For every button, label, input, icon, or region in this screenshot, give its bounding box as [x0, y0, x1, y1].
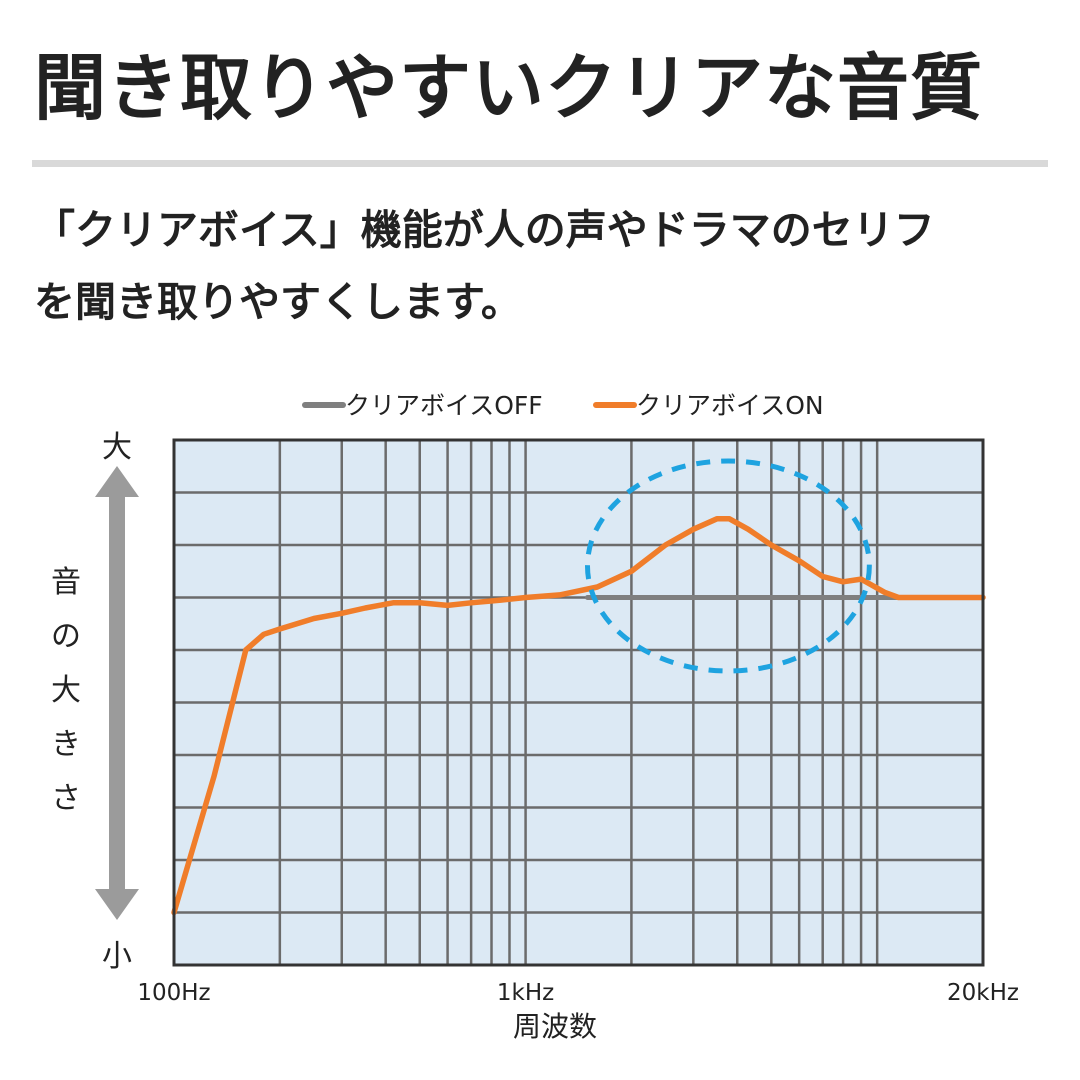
- x-tick-label: 100Hz: [137, 980, 210, 1006]
- x-axis-label: 周波数: [513, 1010, 597, 1043]
- title-divider: [32, 160, 1048, 167]
- y-axis-label-char: の: [51, 619, 81, 654]
- volume-arrow: [95, 466, 139, 920]
- description-line-2: を聞き取りやすくします。: [34, 278, 522, 326]
- arrow-up-icon: [95, 466, 139, 497]
- y-axis-label-char: き: [51, 727, 81, 762]
- x-tick-label: 1kHz: [497, 980, 554, 1006]
- y-axis-label-char: さ: [51, 781, 81, 816]
- description-line-1: 「クリアボイス」機能が人の声やドラマのセリフ: [34, 206, 935, 254]
- plot-frame: [172, 438, 985, 967]
- chart-legend: クリアボイスOFF クリアボイスON: [302, 391, 824, 420]
- page-title: 聞き取りやすいクリアな音質: [34, 46, 984, 130]
- y-axis-label-char: 音: [51, 565, 81, 600]
- y-axis-top-label: 大: [102, 430, 132, 465]
- series-layer: [171, 516, 986, 916]
- y-axis-label-char: 大: [51, 673, 81, 708]
- highlight-layer: [584, 458, 872, 674]
- arrow-shaft: [109, 492, 125, 892]
- plot-grid: [174, 440, 983, 965]
- highlight-ellipse: [584, 458, 872, 674]
- arrow-down-icon: [95, 889, 139, 920]
- legend-label-on: クリアボイスON: [636, 391, 824, 420]
- x-tick-label: 20kHz: [947, 980, 1019, 1006]
- y-axis-bottom-label: 小: [102, 939, 132, 974]
- legend-label-off: クリアボイスOFF: [345, 391, 543, 420]
- series-line-clearvoice-on: [171, 516, 986, 916]
